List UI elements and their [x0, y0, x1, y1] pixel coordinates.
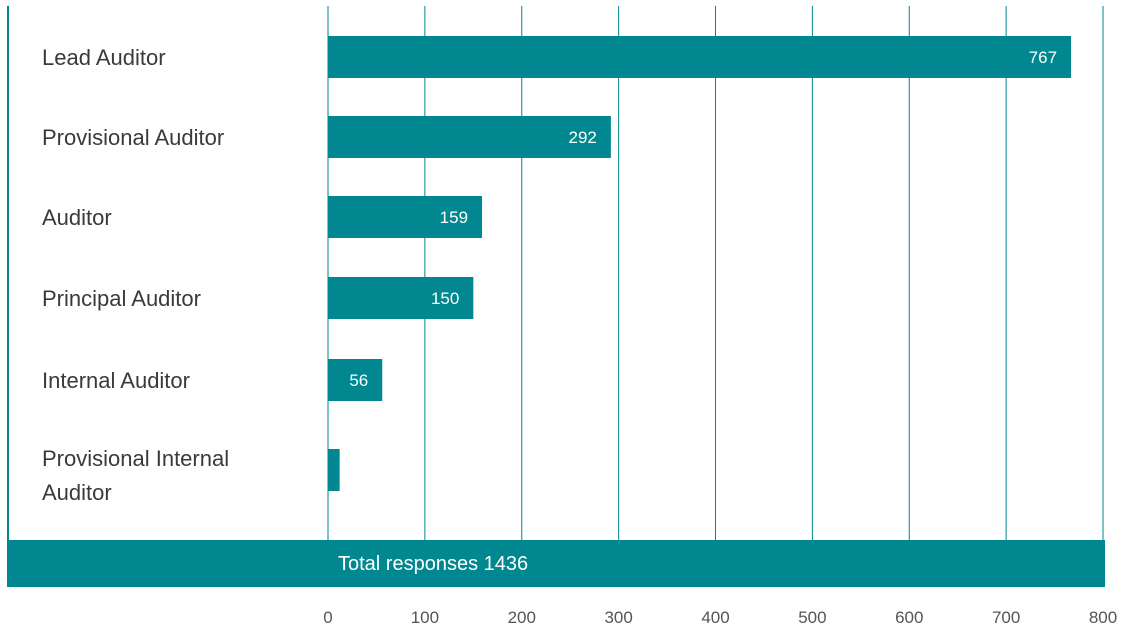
value-label: 767 — [1029, 48, 1057, 67]
category-label: Auditor — [42, 205, 112, 230]
bar — [328, 359, 383, 401]
x-tick-label: 300 — [604, 608, 632, 627]
bar — [328, 36, 1072, 78]
x-tick-label: 400 — [701, 608, 729, 627]
bar — [328, 449, 340, 491]
category-label: Internal Auditor — [42, 368, 190, 393]
category-label: Provisional Internal Auditor — [42, 446, 229, 505]
x-tick-label: 700 — [992, 608, 1020, 627]
x-tick-label: 800 — [1089, 608, 1117, 627]
total-responses-bar — [8, 540, 1105, 587]
x-tick-label: 200 — [508, 608, 536, 627]
value-label: 292 — [569, 128, 597, 147]
bar — [328, 277, 474, 319]
category-label: Principal Auditor — [42, 286, 201, 311]
category-label: Lead Auditor — [42, 45, 166, 70]
bar — [328, 196, 483, 238]
value-label: 150 — [431, 289, 459, 308]
value-label: 159 — [440, 208, 468, 227]
value-label: 12 — [307, 461, 326, 480]
value-label: 56 — [349, 371, 368, 390]
x-tick-label: 600 — [895, 608, 923, 627]
x-tick-label: 0 — [323, 608, 332, 627]
x-tick-label: 100 — [411, 608, 439, 627]
bar — [328, 116, 611, 158]
category-label: Provisional Auditor — [42, 125, 224, 150]
x-tick-label: 500 — [798, 608, 826, 627]
total-responses-label: Total responses 1436 — [338, 553, 528, 575]
